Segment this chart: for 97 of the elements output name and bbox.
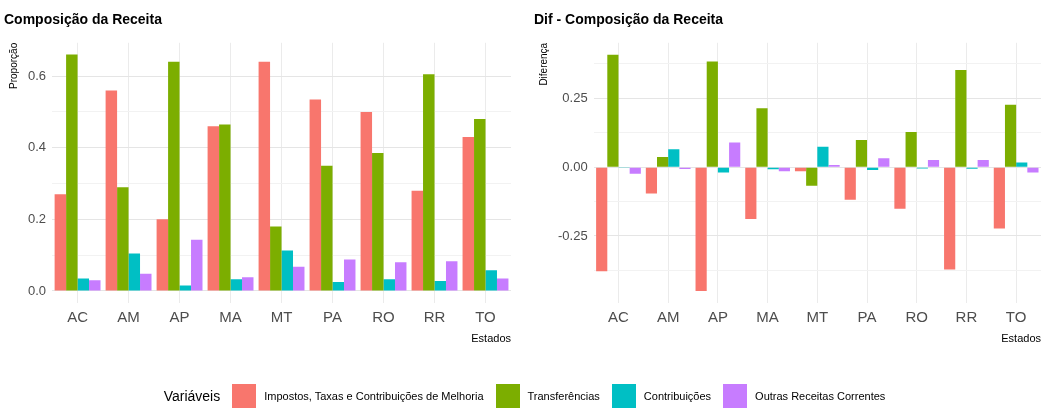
x-tick-label: TO	[475, 307, 496, 325]
bar	[756, 108, 768, 167]
bar	[434, 280, 446, 291]
x-tick-label: AM	[117, 307, 140, 325]
x-tick-label: AP	[169, 307, 190, 325]
legend-label: Impostos, Taxas e Contribuições de Melhoria	[264, 390, 484, 402]
x-tick-label: AM	[656, 307, 680, 325]
x-tick-label: TO	[1005, 307, 1027, 325]
x-tick-label: AP	[707, 307, 728, 325]
bar	[944, 167, 956, 270]
y-tick-label: 0.00	[562, 158, 588, 174]
x-tick-label: AC	[67, 307, 89, 325]
bar	[844, 167, 856, 200]
bar	[321, 165, 333, 291]
x-tick-label: AC	[608, 307, 630, 325]
bar	[629, 167, 641, 174]
legend-title: Variáveis	[163, 388, 221, 404]
x-tick-label: MA	[756, 307, 779, 325]
bar	[462, 136, 475, 291]
bar	[905, 131, 917, 167]
bar	[607, 54, 619, 167]
bar	[817, 146, 829, 167]
bar	[1016, 162, 1028, 167]
bar	[270, 226, 282, 291]
bar	[140, 273, 152, 291]
bar	[745, 167, 757, 219]
x-tick-label: RO	[372, 307, 395, 325]
y-tick-label: 0.0	[27, 282, 47, 298]
x-tick-label: PA	[857, 307, 877, 325]
bar	[77, 278, 90, 291]
x-tick-label: RR	[955, 307, 978, 325]
bar	[496, 278, 509, 291]
bar	[258, 61, 271, 291]
bar	[54, 194, 67, 291]
bar	[596, 167, 608, 272]
bar	[695, 167, 707, 291]
bar	[423, 74, 435, 291]
bar	[474, 119, 486, 291]
x-tick-label: MT	[270, 307, 293, 325]
bar	[293, 266, 305, 291]
x-tick-label: RR	[423, 307, 446, 325]
bar	[445, 261, 458, 291]
bar	[668, 149, 680, 167]
bar	[230, 279, 243, 291]
bar	[383, 279, 395, 291]
bar	[806, 167, 818, 186]
y-tick-label: 0.6	[27, 67, 47, 83]
bar	[242, 277, 254, 291]
x-axis-title: Estados	[471, 332, 512, 345]
bar	[168, 61, 180, 291]
bar	[927, 160, 940, 167]
chart-title: Composição da Receita	[4, 11, 163, 28]
y-tick-label: 0.4	[27, 139, 47, 155]
bar	[706, 61, 718, 167]
legend-label: Contribuições	[643, 390, 712, 402]
bar	[117, 187, 129, 291]
bar	[855, 139, 868, 167]
x-tick-label: MT	[806, 307, 829, 325]
bar	[66, 54, 78, 291]
bar	[219, 124, 231, 291]
bar	[344, 259, 356, 291]
y-tick-label: 0.25	[562, 89, 588, 105]
y-tick-label: 0.2	[27, 210, 47, 226]
bar	[360, 111, 373, 291]
bar	[191, 239, 203, 291]
bar	[89, 280, 101, 291]
bar	[993, 167, 1005, 229]
x-tick-label: RO	[905, 307, 928, 325]
y-axis-title: Diferença	[537, 42, 549, 86]
bar	[1004, 104, 1017, 167]
chart-title: Dif - Composição da Receita	[534, 11, 724, 28]
bar	[332, 282, 344, 291]
legend-label: Outras Receitas Correntes	[755, 390, 886, 402]
x-tick-label: MA	[219, 307, 242, 325]
bar	[394, 262, 407, 291]
x-tick-label: PA	[323, 307, 342, 325]
bar	[128, 253, 141, 291]
bar	[105, 90, 118, 291]
bar	[894, 167, 906, 209]
bar	[1027, 167, 1039, 173]
bar	[156, 219, 169, 291]
bar	[281, 250, 294, 291]
y-axis-title: Proporção	[7, 42, 19, 89]
bar	[878, 158, 890, 167]
x-axis-title: Estados	[1001, 332, 1042, 345]
bar	[207, 126, 220, 291]
bar	[955, 70, 967, 167]
bar	[977, 160, 989, 167]
bar	[729, 142, 741, 167]
bar	[411, 190, 424, 291]
bar	[485, 270, 497, 291]
y-tick-label: -0.25	[557, 227, 588, 243]
bar	[309, 99, 322, 291]
bar	[657, 156, 669, 167]
bar	[645, 167, 658, 194]
bar	[372, 153, 384, 291]
legend-label: Transferências	[527, 390, 600, 402]
